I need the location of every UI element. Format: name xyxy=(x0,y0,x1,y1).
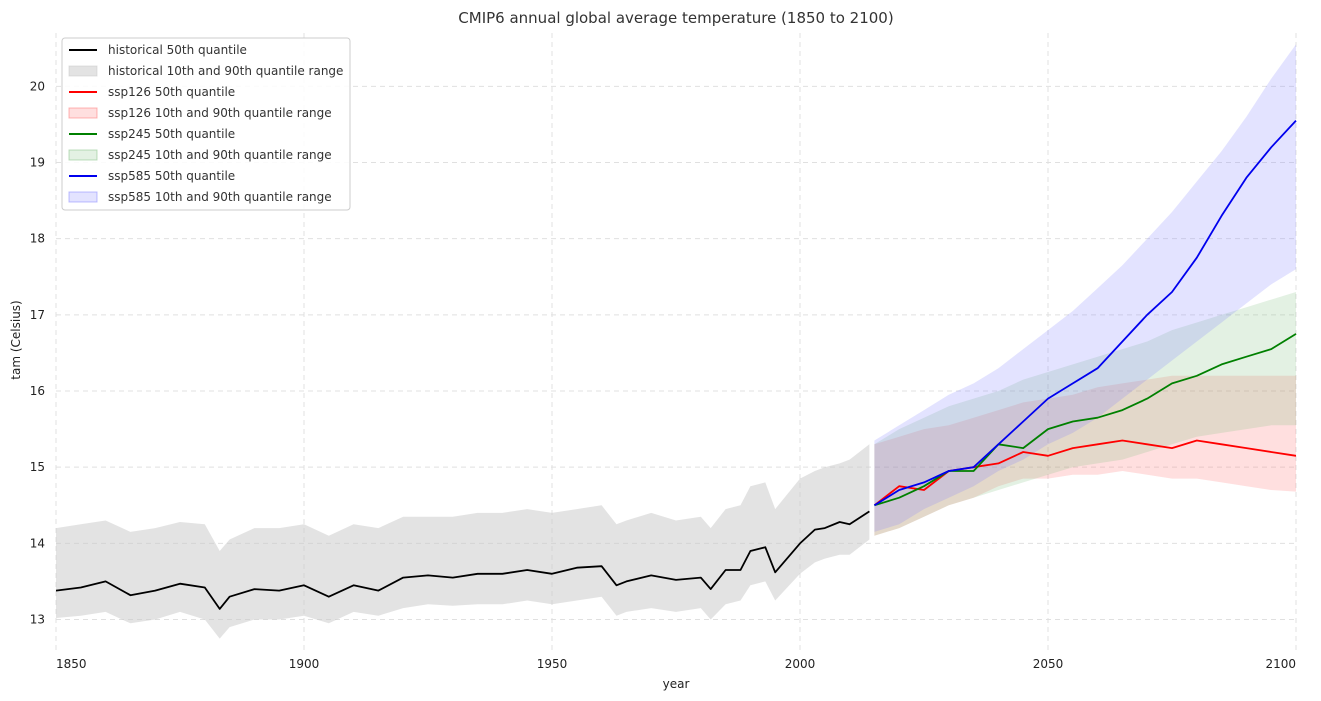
ssp585-legend-median: ssp585 50th quantile xyxy=(108,169,235,183)
y-tick-label: 16 xyxy=(30,384,45,398)
x-axis-ticks: 1850 1900 1950 2000 2050 2100 xyxy=(56,657,1296,671)
x-tick-label: 2000 xyxy=(785,657,816,671)
y-tick-label: 19 xyxy=(30,155,45,169)
x-axis-label: year xyxy=(663,677,690,691)
x-tick-label: 1950 xyxy=(537,657,568,671)
ssp245-legend-band: ssp245 10th and 90th quantile range xyxy=(108,148,332,162)
y-tick-label: 13 xyxy=(30,613,45,627)
historical-quantile-band xyxy=(56,444,870,639)
x-tick-label: 1850 xyxy=(56,657,87,671)
legend: historical 50th quantile historical 10th … xyxy=(61,37,351,211)
ssp245-legend-median: ssp245 50th quantile xyxy=(108,127,235,141)
y-tick-label: 15 xyxy=(30,460,45,474)
historical-median-line xyxy=(55,510,870,610)
ssp245-legend-band-swatch xyxy=(68,149,98,161)
ssp585-legend-band: ssp585 10th and 90th quantile range xyxy=(108,190,332,204)
y-axis-label: tam (Celsius) xyxy=(9,300,23,379)
y-tick-label: 20 xyxy=(30,79,45,93)
legend-box xyxy=(61,37,351,211)
x-tick-label: 2050 xyxy=(1033,657,1064,671)
ssp126-quantile-band xyxy=(874,375,1296,536)
ssp126-legend-band: ssp126 10th and 90th quantile range xyxy=(108,106,332,120)
ssp245-quantile-band xyxy=(874,292,1296,536)
chart-title: CMIP6 annual global average temperature … xyxy=(458,9,893,27)
x-tick-label: 1900 xyxy=(289,657,320,671)
y-tick-label: 18 xyxy=(30,232,45,246)
legend-items: historical 50th quantile historical 10th … xyxy=(68,43,343,204)
x-tick-label: 2100 xyxy=(1265,657,1296,671)
ssp585-quantile-band xyxy=(874,44,1296,532)
historical-legend-band: historical 10th and 90th quantile range xyxy=(108,64,343,78)
ssp126-legend-median: ssp126 50th quantile xyxy=(108,85,235,99)
y-tick-label: 14 xyxy=(30,536,45,550)
y-axis-ticks: 13 14 15 16 17 18 19 20 xyxy=(30,79,45,626)
ssp126-legend-band-swatch xyxy=(68,107,98,119)
ssp585-legend-band-swatch xyxy=(68,191,98,203)
historical-legend-median: historical 50th quantile xyxy=(108,43,247,57)
ssp585-median-line xyxy=(873,119,1297,507)
median-lines xyxy=(55,119,1297,610)
historical-legend-band-swatch xyxy=(68,65,98,77)
y-tick-label: 17 xyxy=(30,308,45,322)
